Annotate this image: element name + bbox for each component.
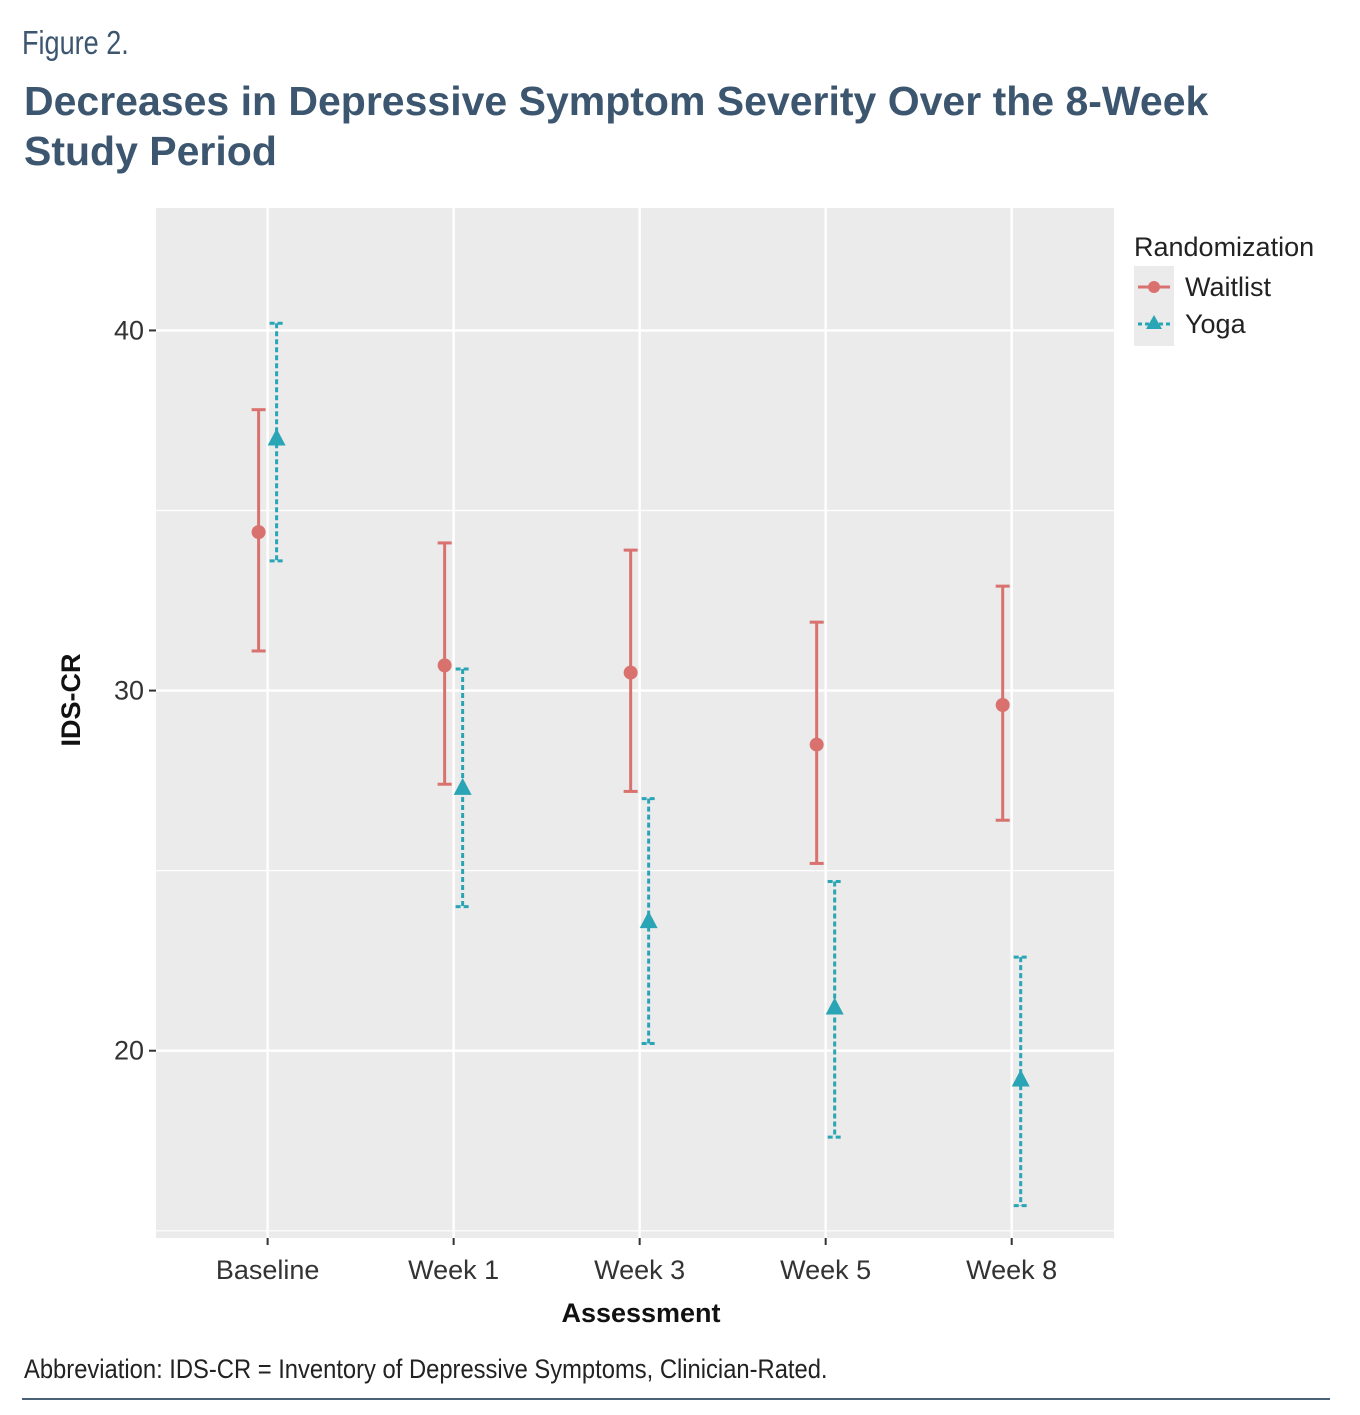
- point-group-yoga: [267, 321, 286, 563]
- y-axis-label: IDS-CR: [56, 654, 86, 747]
- point-group-waitlist: [623, 548, 638, 793]
- legend-item-waitlist: Waitlist: [1138, 272, 1271, 302]
- x-tick-label: Week 3: [594, 1255, 685, 1285]
- point-group-yoga: [1011, 955, 1030, 1208]
- data-point-waitlist: [437, 658, 452, 673]
- data-point-yoga: [825, 997, 844, 1015]
- x-tick-label: Week 8: [966, 1255, 1057, 1285]
- legend-key-waitlist: [1148, 281, 1160, 293]
- point-group-yoga: [639, 797, 658, 1046]
- data-point-waitlist: [995, 697, 1010, 712]
- legend-label-waitlist: Waitlist: [1185, 272, 1271, 302]
- legend-key-yoga: [1146, 315, 1162, 329]
- legend-title: Randomization: [1134, 232, 1314, 262]
- axes: 20 30 40 Baseline Week 1 Week 3 Week 5 Week 8: [114, 315, 1057, 1285]
- point-group-waitlist: [809, 620, 824, 865]
- y-tick-label: 20: [114, 1036, 144, 1066]
- series-marks: [251, 321, 1030, 1208]
- legend-item-yoga: Yoga: [1138, 309, 1247, 339]
- figure-title: Decreases in Depressive Symptom Severity…: [24, 78, 1209, 174]
- data-point-waitlist: [809, 737, 824, 752]
- data-point-waitlist: [251, 525, 266, 540]
- data-point-yoga: [267, 428, 286, 446]
- x-tick-label: Week 5: [780, 1255, 871, 1285]
- point-group-waitlist: [437, 541, 452, 786]
- gridlines: [156, 208, 1114, 1238]
- footnote: Abbreviation: IDS-CR = Inventory of Depr…: [24, 1354, 828, 1384]
- legend: Randomization Waitlist Yoga: [1134, 232, 1314, 346]
- figure-label: Figure 2.: [22, 24, 129, 61]
- chart: 20 30 40 Baseline Week 1 Week 3 Week 5 Week 8 I…: [56, 208, 1314, 1328]
- x-tick-label: Baseline: [216, 1255, 320, 1285]
- x-tick-label: Week 1: [408, 1255, 499, 1285]
- bottom-rule: [22, 1398, 1330, 1400]
- y-tick-label: 30: [114, 676, 144, 706]
- x-axis-label: Assessment: [561, 1298, 720, 1328]
- point-group-waitlist: [995, 584, 1010, 822]
- data-point-yoga: [1011, 1069, 1030, 1087]
- point-group-waitlist: [251, 408, 266, 653]
- panel-background: [156, 208, 1114, 1238]
- y-tick-label: 40: [114, 315, 144, 345]
- data-point-yoga: [453, 777, 472, 795]
- legend-label-yoga: Yoga: [1185, 309, 1247, 339]
- point-group-yoga: [453, 667, 472, 909]
- point-group-yoga: [825, 879, 844, 1139]
- data-point-yoga: [639, 911, 658, 929]
- data-point-waitlist: [623, 665, 638, 680]
- plot-panel: [156, 208, 1114, 1238]
